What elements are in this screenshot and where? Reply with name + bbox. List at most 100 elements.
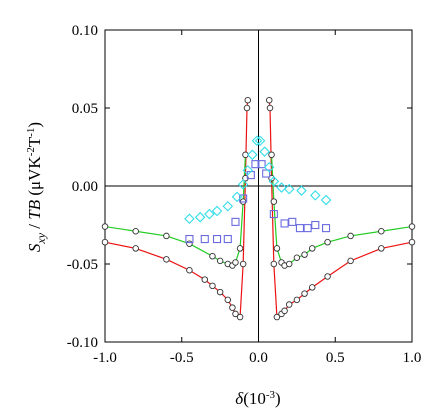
series-2-point [223, 234, 232, 244]
series-1-line [104, 154, 247, 267]
series-3-point [254, 135, 266, 147]
series-1-point [378, 227, 385, 235]
series-1-point [408, 223, 416, 230]
series-2-point [251, 160, 260, 169]
series-3-point [231, 191, 243, 203]
y-tick-label: 0.10 [72, 23, 98, 39]
series-2-point [280, 219, 289, 228]
series-0-point [273, 313, 281, 321]
series-0-point [229, 304, 236, 311]
series-1-point [285, 260, 293, 268]
series-0-point [266, 104, 274, 112]
series-3-point [237, 179, 249, 190]
series-2-point [288, 217, 297, 226]
series-3-point [259, 146, 270, 157]
series-3-point [211, 205, 223, 217]
zero-lines [105, 30, 412, 342]
tick-labels: -1.0 -0.5 0.0 0.5 1.0 0.10 0.05 0.00 -0.05 -0.10 [67, 23, 422, 366]
series-1-point [347, 232, 354, 240]
series-1-point [236, 245, 244, 252]
x-tick-label: 0.0 [249, 350, 268, 366]
series-0-point [224, 296, 232, 304]
x-tick-label: 0.5 [326, 350, 345, 366]
series-0-point [232, 310, 239, 318]
series-2-point [321, 224, 331, 233]
series-3-point [184, 213, 195, 225]
series-1-point [132, 227, 139, 235]
series-0-point [236, 313, 244, 321]
series-3-point [310, 190, 321, 201]
series-0-point [378, 245, 385, 252]
series-0-point [265, 96, 273, 104]
series-0-point [239, 260, 247, 268]
series-1-point [270, 198, 278, 205]
series-0-point [308, 284, 316, 291]
series-0-point [270, 260, 278, 268]
x-tick-label: -1.0 [93, 350, 117, 366]
x-axis-label: δ(10-3) [235, 389, 280, 408]
series-0-point [186, 266, 193, 274]
series-1-point [216, 257, 224, 265]
series-0-point [243, 104, 251, 112]
series-2-point [262, 169, 271, 178]
series-1-point [268, 151, 275, 159]
series-0-point [408, 238, 416, 246]
series-0-point [281, 307, 288, 315]
x-tick-label: -0.5 [170, 350, 194, 366]
series-0-point [285, 301, 293, 308]
y-tick-label: -0.10 [67, 335, 98, 351]
axis-ticks [104, 29, 413, 343]
series-2-point [311, 220, 320, 230]
series-3-point [268, 176, 280, 187]
series-3-point [276, 182, 287, 193]
y-tick-label: 0.00 [72, 179, 98, 195]
series-3-point [222, 201, 234, 212]
series-1-point [308, 245, 316, 252]
series-2-point [269, 210, 278, 219]
y-tick-label: 0.05 [72, 101, 98, 117]
series-0-point [347, 257, 354, 265]
series-0-point [201, 276, 209, 283]
series-2-point [303, 224, 312, 233]
series-0-point [301, 290, 308, 297]
series-0-point [293, 296, 301, 304]
series-2-point [200, 234, 209, 244]
series-1-point [232, 259, 239, 266]
series-1-point [324, 238, 331, 246]
series-0-point [132, 245, 139, 252]
series-3-point [242, 165, 254, 176]
series-markers [101, 96, 416, 321]
series-3-point [263, 162, 275, 173]
y-axis-label: Sxy / TB (μVK-2T-1) [25, 122, 48, 252]
series-2-point [231, 217, 240, 226]
series-3-point [247, 149, 258, 161]
series-3-point [283, 183, 295, 195]
series-3-point [296, 185, 307, 196]
series-3-point [320, 194, 332, 206]
series-2-point [185, 234, 194, 244]
series-1-point [163, 232, 170, 240]
series-1-point [209, 252, 216, 260]
series-1-point [273, 245, 281, 252]
series-3-point [194, 211, 206, 223]
series-2-point [213, 234, 222, 244]
series-0-line [268, 100, 413, 319]
series-0-point [324, 273, 331, 280]
series-3-point [251, 135, 263, 147]
series-1-point [293, 254, 301, 262]
x-tick-label: 1.0 [403, 350, 422, 366]
series-1-point [186, 240, 193, 247]
series-0-point [163, 256, 170, 263]
series-0-point [216, 288, 224, 296]
series-2-point [295, 224, 304, 233]
series-1-point [301, 251, 308, 258]
series-0-point [101, 238, 109, 246]
series-0-point [209, 282, 216, 290]
y-tick-label: -0.05 [67, 257, 98, 273]
series-3-point [204, 208, 215, 220]
series-1-point [101, 223, 109, 230]
series-0-point [244, 96, 252, 104]
series-1-line [270, 154, 413, 267]
series-2-point [257, 160, 266, 169]
